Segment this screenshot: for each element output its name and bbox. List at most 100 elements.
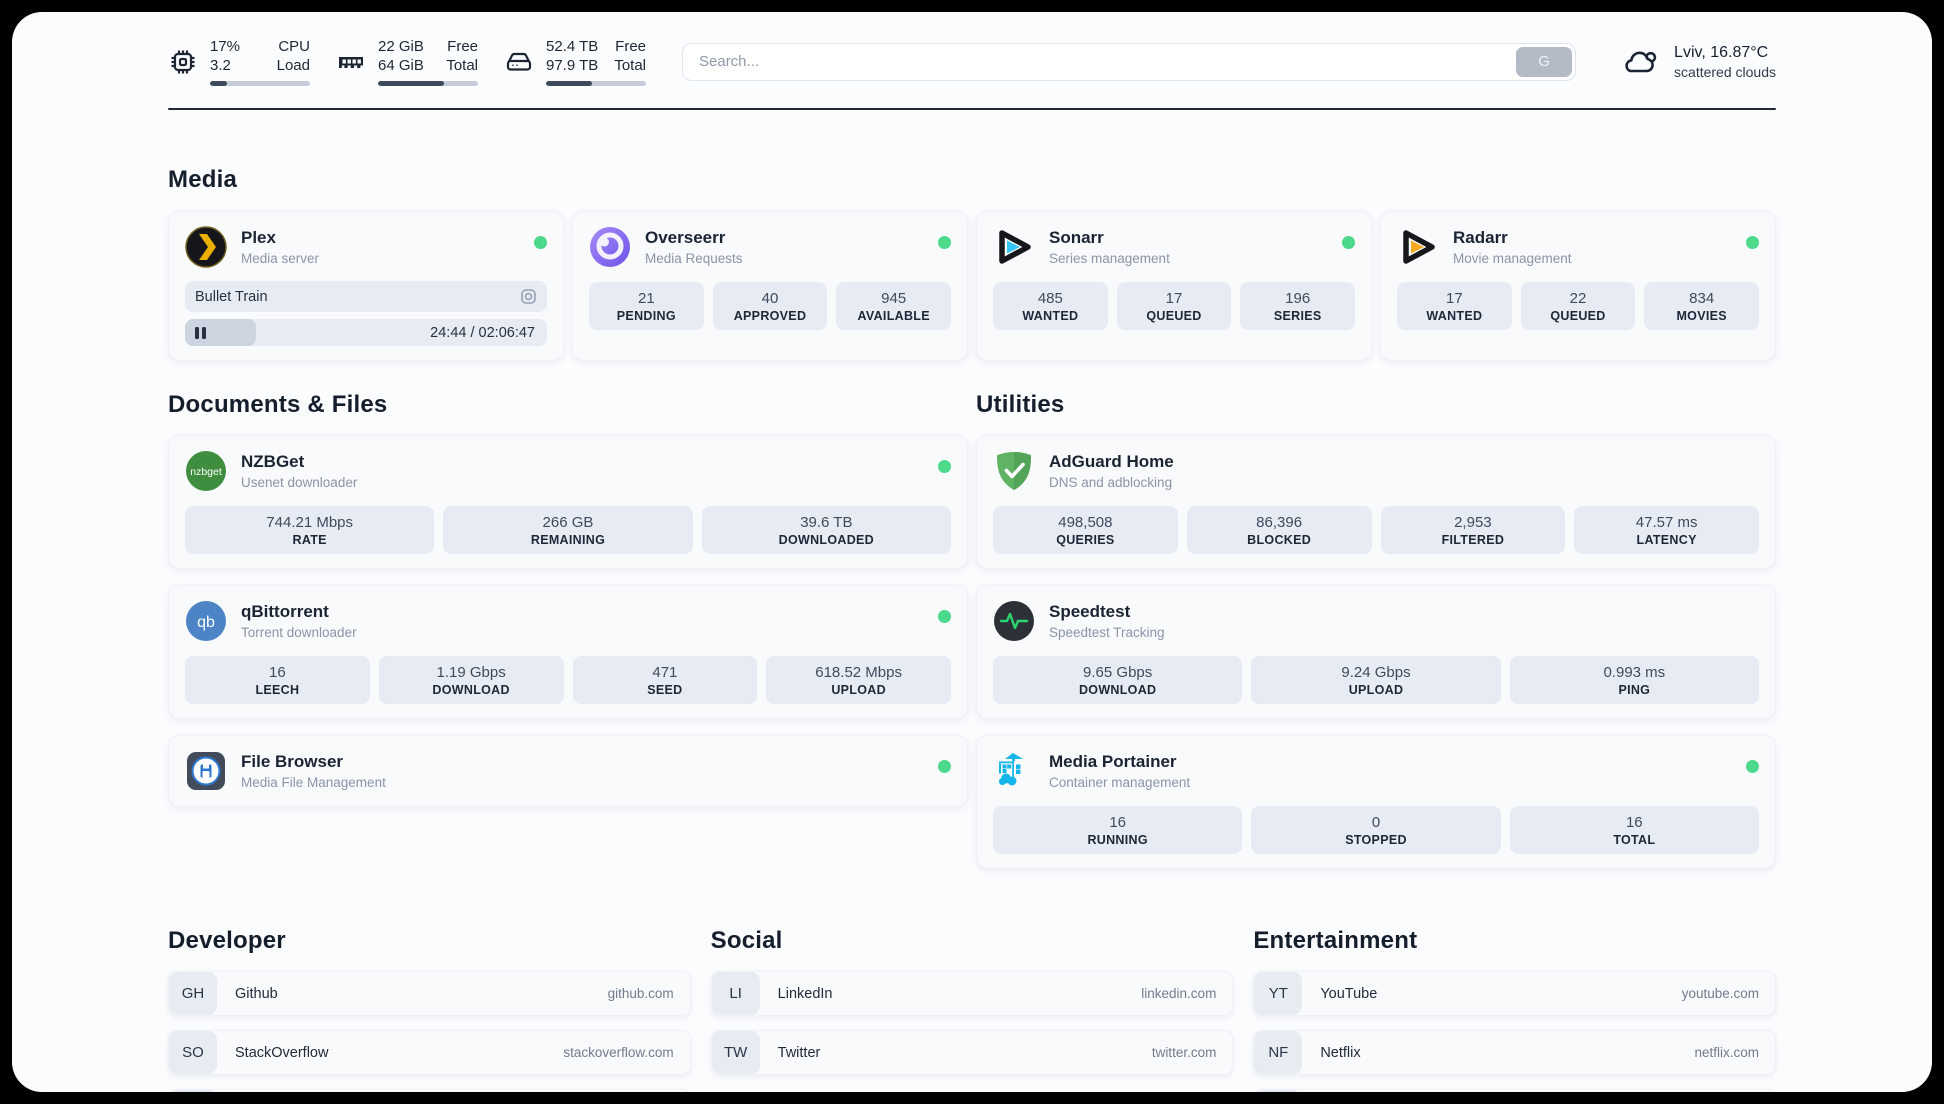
- plex-time: 24:44 / 02:06:47: [430, 324, 535, 341]
- filebrowser-title: File Browser: [241, 752, 344, 771]
- overseerr-stat-available: 945 AVAILABLE: [836, 282, 952, 330]
- plex-card[interactable]: Plex Media server Bullet Train: [168, 211, 564, 361]
- dashboard-page: 17% 3.2 CPU Load: [12, 12, 1932, 1092]
- overseerr-subtitle: Media Requests: [645, 251, 743, 267]
- memory-label-2: Total: [446, 56, 478, 74]
- sonarr-title: Sonarr: [1049, 228, 1104, 247]
- plex-now-playing: Bullet Train: [185, 281, 547, 312]
- nzbget-stat-remaining: 266 GB REMAINING: [443, 506, 693, 554]
- link-reddit[interactable]: RE Reddit reddit.com: [1253, 1089, 1776, 1092]
- weather-location-temp: Lviv, 16.87°C: [1674, 43, 1769, 61]
- speedtest-icon: [993, 600, 1035, 642]
- nzbget-card[interactable]: nzbget NZBGet Usenet downloader 744.21 M…: [168, 435, 968, 569]
- disk-label-1: Free: [615, 38, 646, 55]
- session-icon[interactable]: [520, 288, 537, 305]
- section-title-social: Social: [710, 927, 783, 954]
- sonarr-card[interactable]: Sonarr Series management 485 WANTED 17 Q…: [976, 211, 1372, 361]
- sonarr-stat-queued: 17 QUEUED: [1116, 282, 1232, 330]
- overseerr-icon: [589, 226, 631, 268]
- disk-total: 97.9 TB: [546, 56, 599, 74]
- cpu-progress-track: [210, 80, 310, 86]
- weather-condition: scattered clouds: [1674, 63, 1776, 80]
- overseerr-title: Overseerr: [645, 228, 726, 247]
- radarr-subtitle: Movie management: [1453, 251, 1572, 267]
- system-stats: 17% 3.2 CPU Load: [168, 38, 646, 86]
- filebrowser-card[interactable]: File Browser Media File Management: [168, 735, 968, 807]
- qbittorrent-card[interactable]: qb qBittorrent Torrent downloader 16 LEE…: [168, 585, 968, 719]
- plex-progress-bar[interactable]: 24:44 / 02:06:47: [185, 319, 547, 346]
- radarr-icon: [1397, 226, 1439, 268]
- sonarr-icon: [993, 226, 1035, 268]
- speedtest-card[interactable]: Speedtest Speedtest Tracking 9.65 Gbps D…: [976, 585, 1776, 719]
- link-linkedin[interactable]: LI LinkedIn linkedin.com: [710, 971, 1234, 1016]
- qbittorrent-stat-leech: 16 LEECH: [185, 656, 370, 704]
- disk-progress-fill: [546, 80, 592, 86]
- plex-subtitle: Media server: [241, 251, 320, 267]
- portainer-status-dot: [1746, 760, 1759, 773]
- overseerr-card[interactable]: Overseerr Media Requests 21 PENDING 40 A…: [572, 211, 968, 361]
- filebrowser-subtitle: Media File Management: [241, 775, 386, 791]
- search-engine-button[interactable]: G: [1516, 46, 1573, 77]
- nzbget-title: NZBGet: [241, 452, 305, 471]
- filebrowser-icon: [185, 750, 227, 792]
- disk-icon: [504, 47, 534, 77]
- radarr-status-dot: [1746, 236, 1759, 249]
- nzbget-subtitle: Usenet downloader: [241, 475, 358, 491]
- memory-free: 22 GiB: [378, 38, 424, 55]
- link-twitter[interactable]: TW Twitter twitter.com: [710, 1030, 1234, 1075]
- qbittorrent-stat-seed: 471 SEED: [572, 656, 758, 704]
- netflix-abbr-icon: NF: [1254, 1031, 1303, 1074]
- pause-icon[interactable]: [195, 326, 206, 339]
- qbittorrent-stat-upload: 618.52 Mbps UPLOAD: [766, 656, 951, 704]
- portainer-title: Media Portainer: [1049, 752, 1177, 771]
- sonarr-stat-series: 196 SERIES: [1240, 282, 1356, 330]
- plex-status-dot: [534, 236, 547, 249]
- adguard-stat-blocked: 86,396 BLOCKED: [1186, 506, 1372, 554]
- overseerr-stat-pending: 21 PENDING: [589, 282, 704, 330]
- weather-widget: Lviv, 16.87°C scattered clouds: [1620, 44, 1776, 80]
- speedtest-subtitle: Speedtest Tracking: [1049, 625, 1165, 641]
- portainer-stat-total: 16 TOTAL: [1509, 806, 1759, 854]
- stackoverflow-abbr-icon: SO: [169, 1031, 217, 1074]
- overseerr-stat-approved: 40 APPROVED: [712, 282, 828, 330]
- radarr-stat-queued: 22 QUEUED: [1520, 282, 1636, 330]
- portainer-stat-running: 16 RUNNING: [993, 806, 1243, 854]
- search-input[interactable]: [682, 42, 1577, 81]
- speedtest-title: Speedtest: [1049, 602, 1131, 621]
- link-dev[interactable]: DT DEV dev.to: [168, 1089, 691, 1092]
- qbittorrent-title: qBittorrent: [241, 602, 329, 621]
- radarr-stat-wanted: 17 WANTED: [1397, 282, 1512, 330]
- link-github[interactable]: GH Github github.com: [168, 971, 691, 1016]
- radarr-card[interactable]: Radarr Movie management 17 WANTED 22 QUE…: [1380, 211, 1776, 361]
- section-title-developer: Developer: [168, 927, 286, 954]
- adguard-card[interactable]: AdGuard Home DNS and adblocking 498,508 …: [976, 435, 1776, 569]
- sonarr-stat-wanted: 485 WANTED: [993, 282, 1108, 330]
- link-netflix[interactable]: NF Netflix netflix.com: [1253, 1030, 1776, 1075]
- disk-stat: 52.4 TB 97.9 TB Free Total: [504, 38, 646, 86]
- adguard-stat-queries: 498,508 QUERIES: [993, 506, 1178, 554]
- filebrowser-status-dot: [938, 760, 951, 773]
- link-youtube[interactable]: YT YouTube youtube.com: [1253, 971, 1776, 1016]
- plex-icon: [185, 226, 227, 268]
- link-stackoverflow[interactable]: SO StackOverflow stackoverflow.com: [168, 1030, 691, 1075]
- portainer-icon: [993, 750, 1035, 792]
- cloud-icon: [1620, 45, 1660, 79]
- cpu-icon: [168, 47, 198, 77]
- adguard-subtitle: DNS and adblocking: [1049, 475, 1173, 491]
- cpu-load: 3.2: [210, 56, 231, 74]
- plex-now-playing-title: Bullet Train: [195, 288, 268, 305]
- header: 17% 3.2 CPU Load: [168, 12, 1776, 86]
- nzbget-status-dot: [938, 460, 951, 473]
- reddit-abbr-icon: RE: [1254, 1090, 1303, 1092]
- portainer-card[interactable]: Media Portainer Container management 16 …: [976, 735, 1776, 869]
- svg-text:nzbget: nzbget: [190, 466, 222, 478]
- disk-free: 52.4 TB: [546, 38, 599, 55]
- qbittorrent-subtitle: Torrent downloader: [241, 625, 357, 641]
- section-title-utilities: Utilities: [976, 391, 1065, 418]
- twitter-abbr-icon: TW: [711, 1031, 760, 1074]
- adguard-icon: [993, 450, 1035, 492]
- cpu-stat: 17% 3.2 CPU Load: [168, 38, 310, 86]
- sonarr-status-dot: [1342, 236, 1355, 249]
- portainer-subtitle: Container management: [1049, 775, 1191, 791]
- qbittorrent-status-dot: [938, 610, 951, 623]
